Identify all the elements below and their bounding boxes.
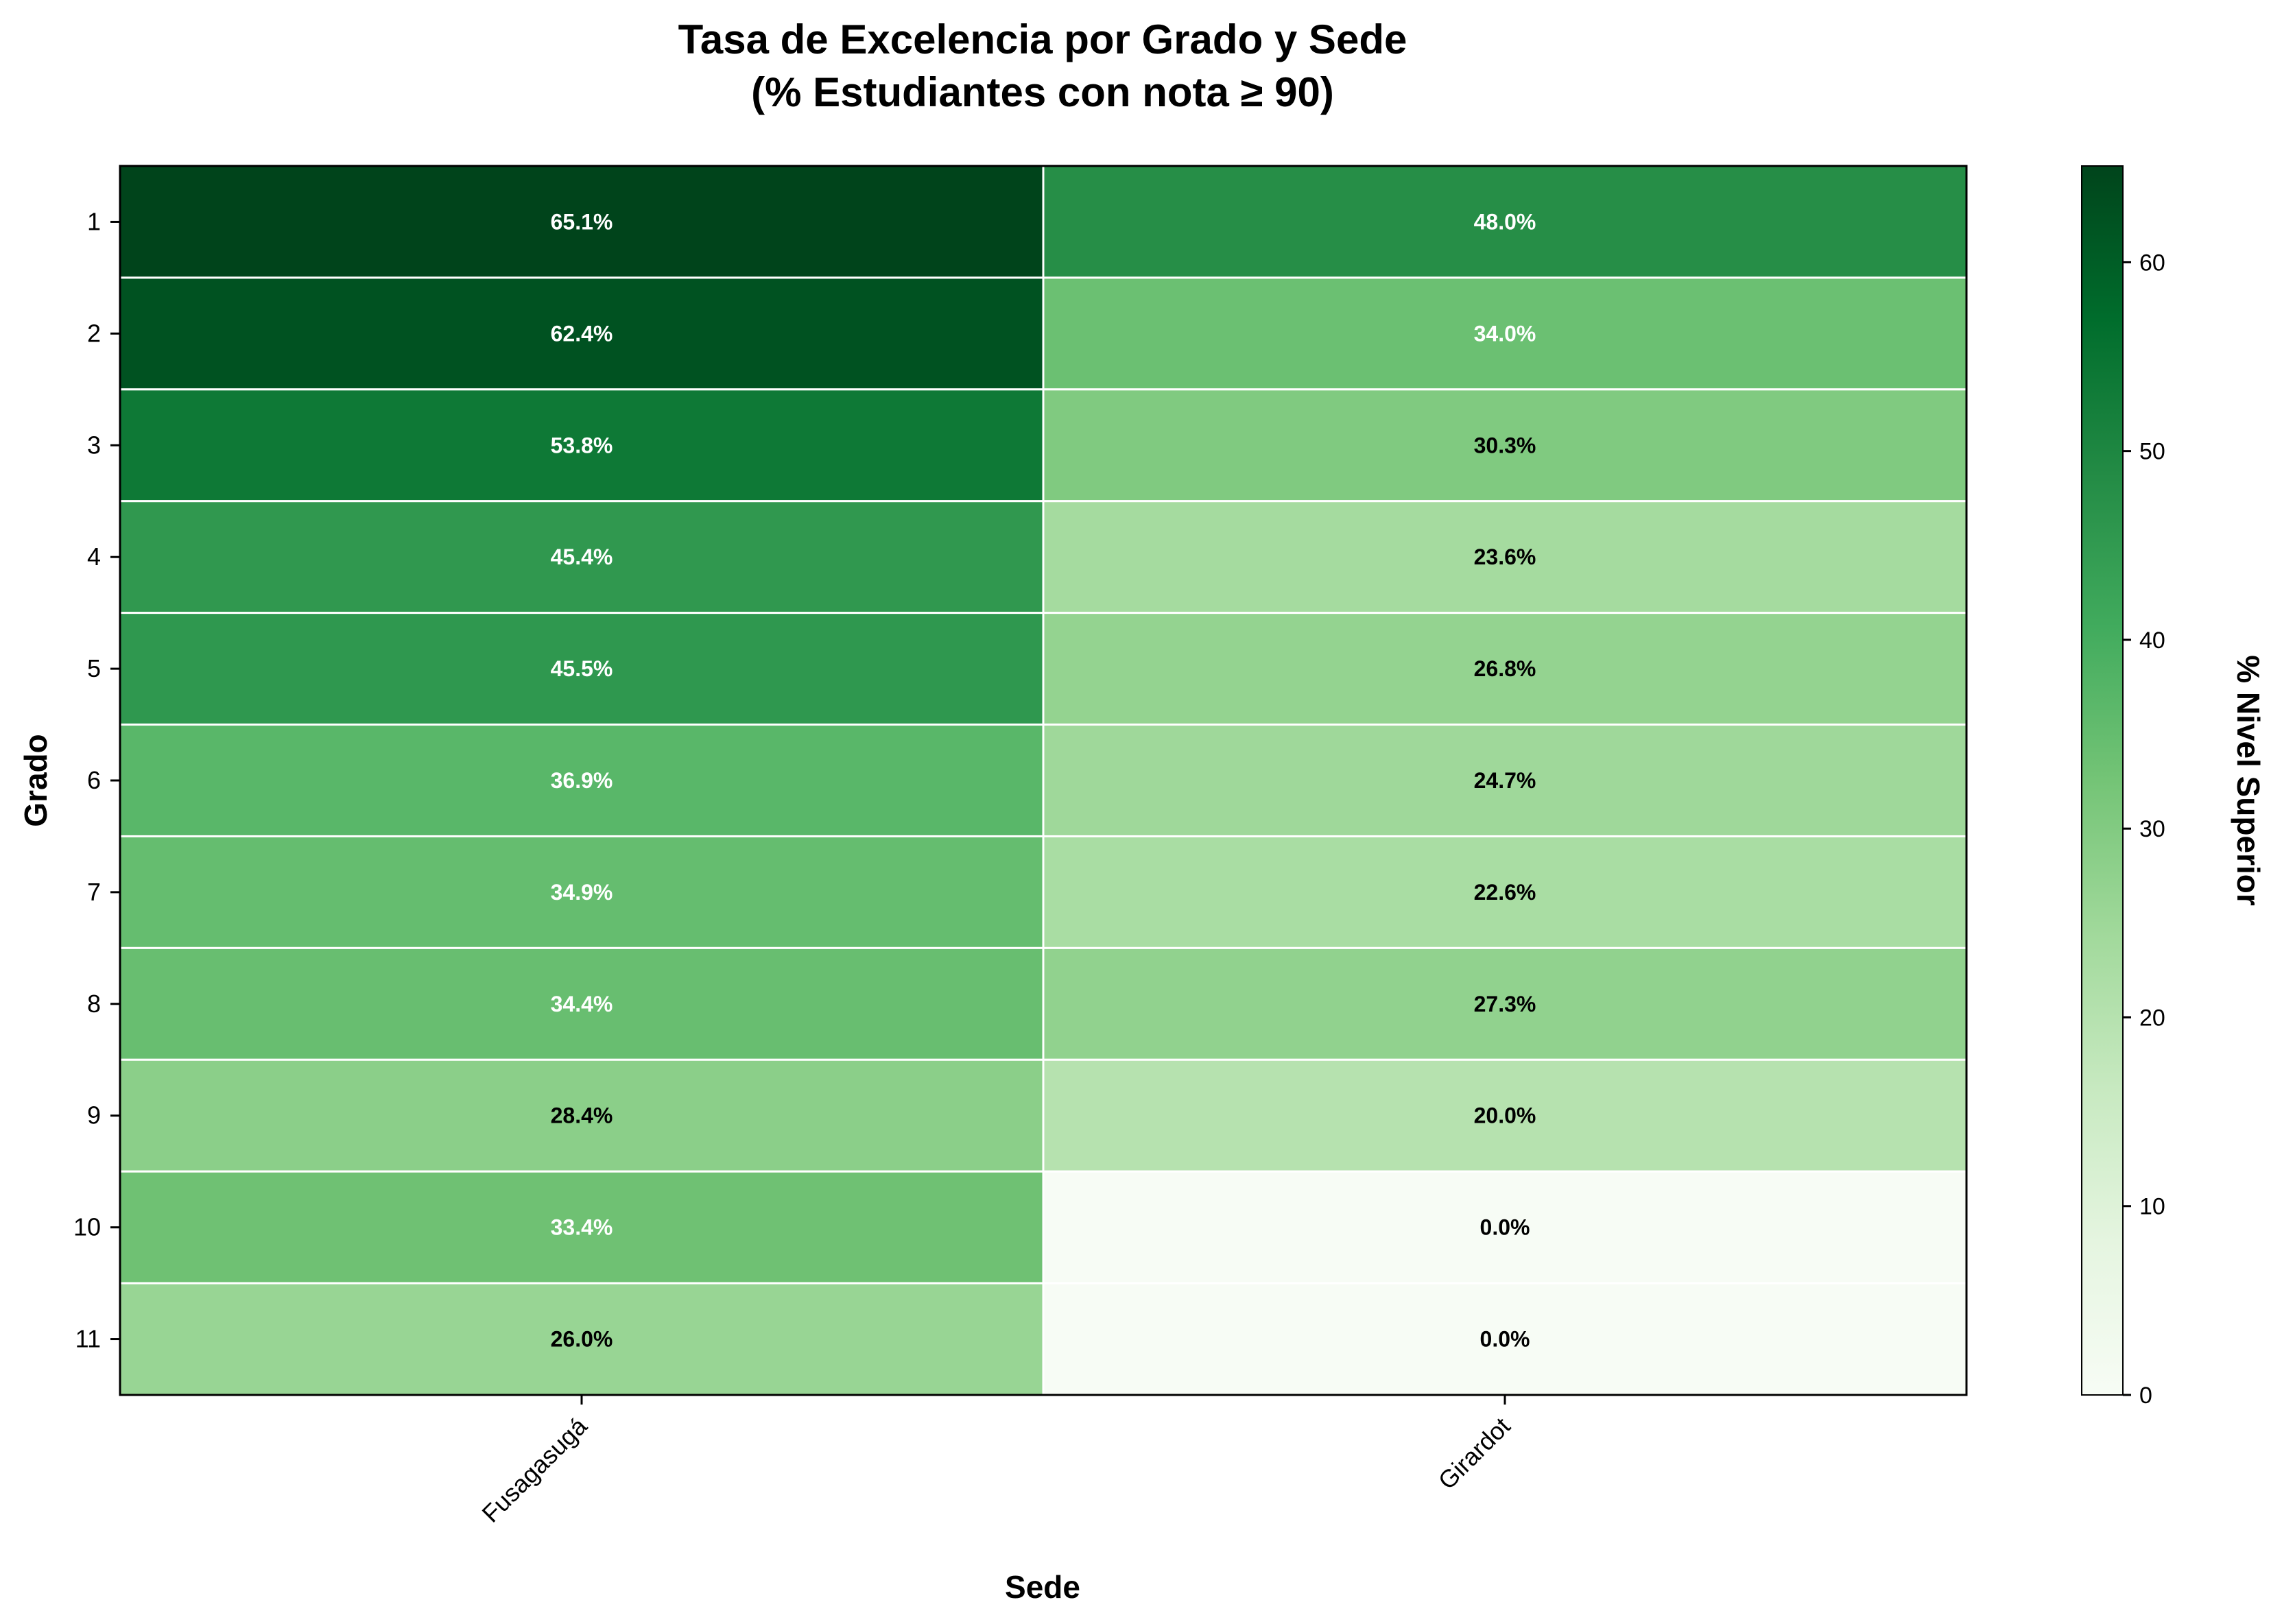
y-tick-label: 6 xyxy=(87,766,101,794)
cell-value-label: 65.1% xyxy=(551,209,613,234)
cell-value-label: 0.0% xyxy=(1480,1327,1530,1352)
heatmap-cell xyxy=(1042,1170,1968,1285)
colorbar-label: % Nivel Superior xyxy=(2231,655,2266,906)
cell-value-label: 28.4% xyxy=(551,1103,613,1128)
y-tick-label: 7 xyxy=(87,878,101,906)
cell-value-label: 23.6% xyxy=(1474,545,1536,569)
cell-value-label: 45.5% xyxy=(551,656,613,681)
chart-subtitle: (% Estudiantes con nota ≥ 90) xyxy=(751,69,1334,115)
cell-value-label: 34.0% xyxy=(1474,321,1536,346)
heatmap-cell-labels: 65.1% 48.0% 62.4% 34.0% 53.8% 30.3% 45.4% 23.6%… xyxy=(551,209,1536,1351)
cell-value-label: 36.9% xyxy=(551,768,613,793)
y-tick-label: 3 xyxy=(87,431,101,459)
y-tick-label: 9 xyxy=(87,1101,101,1130)
chart-title: Tasa de Excelencia por Grado y Sede xyxy=(678,16,1407,62)
y-axis-label: Grado xyxy=(18,734,54,826)
colorbar xyxy=(2081,165,2124,1396)
colorbar-tick-label: 20 xyxy=(2139,1005,2165,1031)
heatmap-cell xyxy=(1042,1058,1968,1173)
heatmap-cell xyxy=(1042,276,1968,391)
heatmap-cell xyxy=(119,1058,1045,1173)
x-axis-label: Sede xyxy=(1005,1569,1080,1605)
colorbar-ticks: 0 10 20 30 40 50 60 xyxy=(2123,250,2165,1409)
y-tick-label: 10 xyxy=(73,1213,101,1241)
heatmap-cell xyxy=(1042,165,1968,279)
colorbar-tick-label: 50 xyxy=(2139,439,2165,465)
cell-value-label: 26.8% xyxy=(1474,656,1536,681)
cell-value-label: 45.4% xyxy=(551,545,613,569)
cell-value-label: 34.9% xyxy=(551,880,613,905)
heatmap-cell xyxy=(1042,835,1968,949)
colorbar-tick-label: 10 xyxy=(2139,1194,2165,1220)
heatmap-cell xyxy=(1042,1282,1968,1396)
colorbar-tick-label: 40 xyxy=(2139,628,2165,654)
x-axis-ticks: Fusagasugá Girardot xyxy=(477,1395,1516,1528)
cell-value-label: 24.7% xyxy=(1474,768,1536,793)
heatmap-cell xyxy=(119,165,1045,279)
cell-value-label: 22.6% xyxy=(1474,880,1536,905)
heatmap-cell xyxy=(1042,946,1968,1061)
y-tick-label: 4 xyxy=(87,542,101,571)
colorbar-tick-label: 0 xyxy=(2139,1383,2152,1409)
y-tick-label: 5 xyxy=(87,654,101,682)
y-axis-ticks: 1 2 3 4 5 6 7 8 9 10 11 xyxy=(73,207,120,1353)
heatmap-cell xyxy=(119,388,1045,503)
heatmap-cell xyxy=(119,1170,1045,1285)
heatmap-cell xyxy=(1042,388,1968,503)
cell-value-label: 53.8% xyxy=(551,433,613,457)
cell-value-label: 48.0% xyxy=(1474,209,1536,234)
cell-value-label: 62.4% xyxy=(551,321,613,346)
cell-value-label: 33.4% xyxy=(551,1215,613,1240)
heatmap-cell xyxy=(1042,612,1968,726)
cell-value-label: 34.4% xyxy=(551,992,613,1016)
cell-value-label: 26.0% xyxy=(551,1327,613,1352)
colorbar-tick-label: 60 xyxy=(2139,250,2165,276)
cell-value-label: 20.0% xyxy=(1474,1103,1536,1128)
y-tick-label: 2 xyxy=(87,319,101,347)
heatmap-cell xyxy=(119,276,1045,391)
cell-value-label: 30.3% xyxy=(1474,433,1536,457)
y-tick-label: 11 xyxy=(75,1325,101,1353)
heatmap-cell xyxy=(1042,724,1968,837)
y-tick-label: 8 xyxy=(87,990,101,1018)
y-tick-label: 1 xyxy=(87,207,101,235)
heatmap-cell xyxy=(119,1282,1045,1396)
cell-value-label: 27.3% xyxy=(1474,992,1536,1016)
heatmap-cell xyxy=(1042,500,1968,614)
colorbar-tick-label: 30 xyxy=(2139,816,2165,842)
x-tick-label: Fusagasugá xyxy=(477,1411,593,1528)
heatmap-cell xyxy=(119,835,1045,949)
cell-value-label: 0.0% xyxy=(1480,1215,1530,1240)
heatmap-cell xyxy=(119,946,1045,1061)
x-tick-label: Girardot xyxy=(1433,1412,1516,1495)
heatmap-cells xyxy=(119,165,1968,1396)
